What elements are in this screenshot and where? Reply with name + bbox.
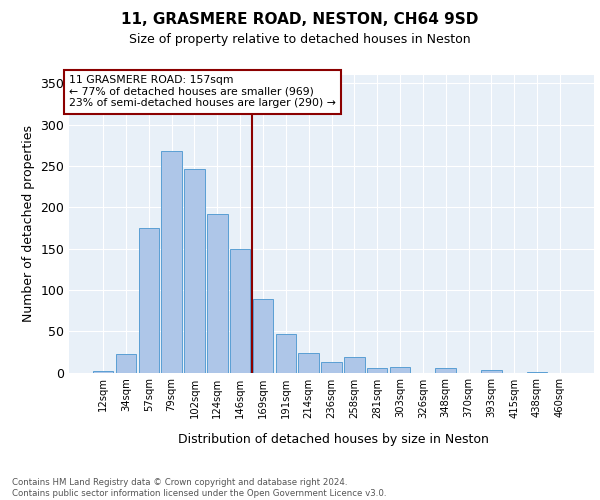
Bar: [321, 362, 342, 372]
Bar: [184, 169, 205, 372]
Text: Contains HM Land Registry data © Crown copyright and database right 2024.
Contai: Contains HM Land Registry data © Crown c…: [12, 478, 386, 498]
Bar: [253, 299, 273, 372]
Text: 11 GRASMERE ROAD: 157sqm
← 77% of detached houses are smaller (969)
23% of semi-: 11 GRASMERE ROAD: 157sqm ← 77% of detach…: [69, 75, 336, 108]
Bar: [390, 366, 410, 372]
Bar: [93, 371, 113, 372]
Bar: [481, 370, 502, 372]
Bar: [230, 248, 250, 372]
Bar: [116, 354, 136, 372]
Text: 11, GRASMERE ROAD, NESTON, CH64 9SD: 11, GRASMERE ROAD, NESTON, CH64 9SD: [121, 12, 479, 28]
Bar: [298, 352, 319, 372]
Y-axis label: Number of detached properties: Number of detached properties: [22, 125, 35, 322]
Bar: [436, 368, 456, 372]
Text: Size of property relative to detached houses in Neston: Size of property relative to detached ho…: [129, 32, 471, 46]
Bar: [161, 151, 182, 372]
Bar: [139, 228, 159, 372]
Bar: [344, 357, 365, 372]
Bar: [207, 214, 227, 372]
Bar: [367, 368, 388, 372]
Text: Distribution of detached houses by size in Neston: Distribution of detached houses by size …: [178, 432, 488, 446]
Bar: [275, 334, 296, 372]
